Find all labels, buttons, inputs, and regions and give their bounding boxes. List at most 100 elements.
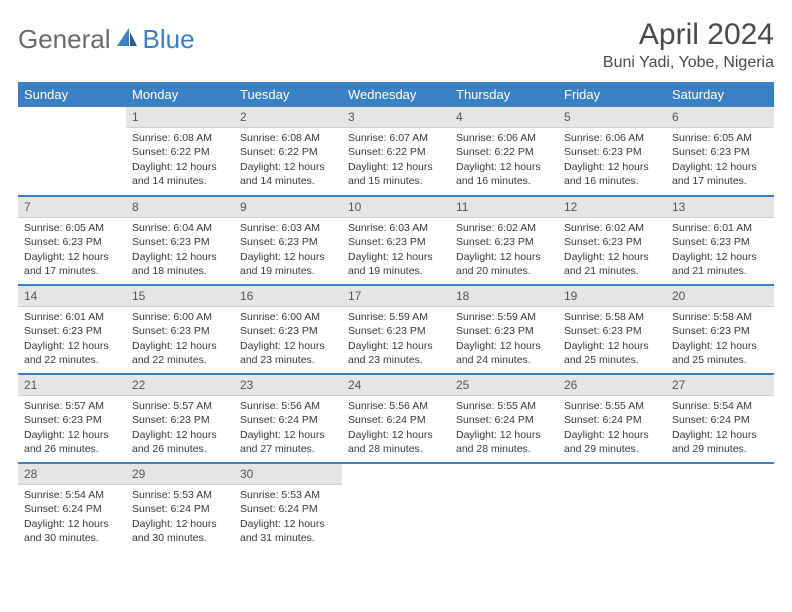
daylight-line: Daylight: 12 hours and 16 minutes. [456, 160, 552, 188]
calendar-day-cell: 6Sunrise: 6:05 AMSunset: 6:23 PMDaylight… [666, 107, 774, 195]
day-details: Sunrise: 5:54 AMSunset: 6:24 PMDaylight:… [666, 396, 774, 460]
sunrise-line: Sunrise: 5:56 AM [348, 399, 444, 413]
day-details: Sunrise: 6:08 AMSunset: 6:22 PMDaylight:… [126, 128, 234, 192]
sunrise-line: Sunrise: 6:01 AM [672, 221, 768, 235]
day-number: 22 [126, 375, 234, 396]
calendar-day-cell: 3 Sunrise: 6:07 AMSunset: 6:22 PMDaylight… [342, 107, 450, 195]
calendar-day-cell: 11Sunrise: 6:02 AMSunset: 6:23 PMDayligh… [450, 196, 558, 284]
calendar-day-cell: .. [558, 463, 666, 551]
calendar-day-cell: .. [450, 463, 558, 551]
sunrise-line: Sunrise: 5:57 AM [132, 399, 228, 413]
calendar-day-cell: 20Sunrise: 5:58 AMSunset: 6:23 PMDayligh… [666, 285, 774, 373]
sunrise-line: Sunrise: 6:00 AM [240, 310, 336, 324]
daylight-line: Daylight: 12 hours and 26 minutes. [132, 428, 228, 456]
sunset-line: Sunset: 6:23 PM [564, 324, 660, 338]
sunset-line: Sunset: 6:23 PM [456, 235, 552, 249]
daylight-line: Daylight: 12 hours and 26 minutes. [24, 428, 120, 456]
day-details: Sunrise: 5:58 AMSunset: 6:23 PMDaylight:… [558, 307, 666, 371]
day-number: 13 [666, 197, 774, 218]
sunset-line: Sunset: 6:23 PM [24, 235, 120, 249]
day-number: 30 [234, 464, 342, 485]
daylight-line: Daylight: 12 hours and 29 minutes. [564, 428, 660, 456]
day-details: Sunrise: 5:57 AMSunset: 6:23 PMDaylight:… [18, 396, 126, 460]
calendar-table: Sunday Monday Tuesday Wednesday Thursday… [18, 82, 774, 551]
day-number: 16 [234, 286, 342, 307]
day-details: Sunrise: 5:58 AMSunset: 6:23 PMDaylight:… [666, 307, 774, 371]
logo-sail-icon [115, 26, 139, 53]
daylight-line: Daylight: 12 hours and 27 minutes. [240, 428, 336, 456]
sunrise-line: Sunrise: 5:53 AM [240, 488, 336, 502]
daylight-line: Daylight: 12 hours and 17 minutes. [672, 160, 768, 188]
sunset-line: Sunset: 6:22 PM [132, 145, 228, 159]
day-details: Sunrise: 5:53 AMSunset: 6:24 PMDaylight:… [234, 485, 342, 549]
sunset-line: Sunset: 6:23 PM [456, 324, 552, 338]
calendar-day-cell: 9Sunrise: 6:03 AMSunset: 6:23 PMDaylight… [234, 196, 342, 284]
day-number: 25 [450, 375, 558, 396]
calendar-day-cell: 21Sunrise: 5:57 AMSunset: 6:23 PMDayligh… [18, 374, 126, 462]
location-text: Buni Yadi, Yobe, Nigeria [603, 54, 774, 72]
day-details: Sunrise: 5:56 AMSunset: 6:24 PMDaylight:… [234, 396, 342, 460]
day-number: 3 [342, 107, 450, 128]
day-number: 4 [450, 107, 558, 128]
day-details: Sunrise: 5:59 AMSunset: 6:23 PMDaylight:… [342, 307, 450, 371]
weekday-header: Friday [558, 82, 666, 107]
calendar-day-cell: 2Sunrise: 6:08 AMSunset: 6:22 PMDaylight… [234, 107, 342, 195]
calendar-day-cell: 13Sunrise: 6:01 AMSunset: 6:23 PMDayligh… [666, 196, 774, 284]
logo: General Blue [18, 24, 195, 55]
day-details: Sunrise: 5:56 AMSunset: 6:24 PMDaylight:… [342, 396, 450, 460]
daylight-line: Daylight: 12 hours and 17 minutes. [24, 250, 120, 278]
daylight-line: Daylight: 12 hours and 21 minutes. [672, 250, 768, 278]
sunrise-line: Sunrise: 5:53 AM [132, 488, 228, 502]
sunrise-line: Sunrise: 6:02 AM [564, 221, 660, 235]
sunrise-line: Sunrise: 6:07 AM [348, 131, 444, 145]
sunset-line: Sunset: 6:23 PM [348, 324, 444, 338]
calendar-day-cell: 8Sunrise: 6:04 AMSunset: 6:23 PMDaylight… [126, 196, 234, 284]
calendar-day-cell: 29Sunrise: 5:53 AMSunset: 6:24 PMDayligh… [126, 463, 234, 551]
weekday-header: Sunday [18, 82, 126, 107]
daylight-line: Daylight: 12 hours and 15 minutes. [348, 160, 444, 188]
sunset-line: Sunset: 6:23 PM [672, 324, 768, 338]
sunset-line: Sunset: 6:22 PM [348, 145, 444, 159]
day-number: 21 [18, 375, 126, 396]
day-number: 28 [18, 464, 126, 485]
weekday-header: Monday [126, 82, 234, 107]
sunrise-line: Sunrise: 6:01 AM [24, 310, 120, 324]
sunrise-line: Sunrise: 6:06 AM [456, 131, 552, 145]
day-details: Sunrise: 6:06 AMSunset: 6:23 PMDaylight:… [558, 128, 666, 192]
calendar-week-row: 7Sunrise: 6:05 AMSunset: 6:23 PMDaylight… [18, 196, 774, 284]
calendar-day-cell: 22Sunrise: 5:57 AMSunset: 6:23 PMDayligh… [126, 374, 234, 462]
sunset-line: Sunset: 6:23 PM [132, 324, 228, 338]
sunset-line: Sunset: 6:23 PM [564, 235, 660, 249]
sunrise-line: Sunrise: 6:05 AM [24, 221, 120, 235]
sunrise-line: Sunrise: 6:08 AM [132, 131, 228, 145]
day-number: 24 [342, 375, 450, 396]
sunset-line: Sunset: 6:22 PM [456, 145, 552, 159]
sunset-line: Sunset: 6:24 PM [564, 413, 660, 427]
sunset-line: Sunset: 6:23 PM [564, 145, 660, 159]
weekday-header: Thursday [450, 82, 558, 107]
daylight-line: Daylight: 12 hours and 23 minutes. [240, 339, 336, 367]
day-number: 20 [666, 286, 774, 307]
daylight-line: Daylight: 12 hours and 25 minutes. [564, 339, 660, 367]
sunrise-line: Sunrise: 6:02 AM [456, 221, 552, 235]
daylight-line: Daylight: 12 hours and 29 minutes. [672, 428, 768, 456]
day-details: Sunrise: 5:55 AMSunset: 6:24 PMDaylight:… [558, 396, 666, 460]
daylight-line: Daylight: 12 hours and 23 minutes. [348, 339, 444, 367]
day-number: 26 [558, 375, 666, 396]
day-details: Sunrise: 6:01 AMSunset: 6:23 PMDaylight:… [666, 218, 774, 282]
sunrise-line: Sunrise: 6:05 AM [672, 131, 768, 145]
calendar-day-cell: 16Sunrise: 6:00 AMSunset: 6:23 PMDayligh… [234, 285, 342, 373]
sunrise-line: Sunrise: 5:57 AM [24, 399, 120, 413]
day-details: Sunrise: 6:02 AMSunset: 6:23 PMDaylight:… [450, 218, 558, 282]
day-details: Sunrise: 6:05 AMSunset: 6:23 PMDaylight:… [18, 218, 126, 282]
day-number: 8 [126, 197, 234, 218]
day-details: Sunrise: 6:08 AMSunset: 6:22 PMDaylight:… [234, 128, 342, 192]
calendar-day-cell: 7Sunrise: 6:05 AMSunset: 6:23 PMDaylight… [18, 196, 126, 284]
sunset-line: Sunset: 6:23 PM [24, 413, 120, 427]
calendar-day-cell: 15Sunrise: 6:00 AMSunset: 6:23 PMDayligh… [126, 285, 234, 373]
day-number: 29 [126, 464, 234, 485]
day-details: Sunrise: 5:54 AMSunset: 6:24 PMDaylight:… [18, 485, 126, 549]
sunset-line: Sunset: 6:23 PM [348, 235, 444, 249]
sunrise-line: Sunrise: 5:58 AM [672, 310, 768, 324]
calendar-week-row: 14Sunrise: 6:01 AMSunset: 6:23 PMDayligh… [18, 285, 774, 373]
